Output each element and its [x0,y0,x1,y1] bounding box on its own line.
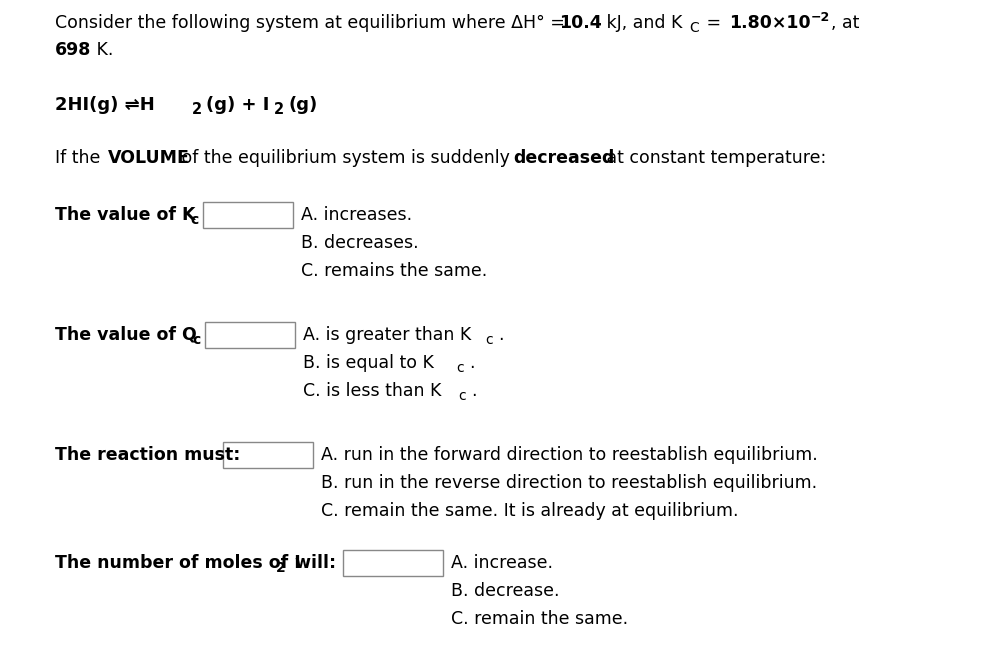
Bar [343,550,443,576]
Text: The value of K: The value of K [55,206,195,224]
Text: c: c [456,361,463,375]
Bar [203,202,293,228]
Text: at constant temperature:: at constant temperature: [601,149,827,167]
Text: B. decrease.: B. decrease. [451,582,560,600]
Text: 2HI(g) ⇌H: 2HI(g) ⇌H [55,96,154,114]
Text: A. increase.: A. increase. [451,554,553,572]
Text: .: . [471,382,476,400]
Text: decreased: decreased [513,149,615,167]
Text: 2: 2 [274,102,284,117]
Text: Consider the following system at equilibrium where ΔH° =: Consider the following system at equilib… [55,14,571,32]
Text: C. remain the same. It is already at equilibrium.: C. remain the same. It is already at equ… [321,502,738,520]
Text: C: C [689,21,699,35]
Text: −2: −2 [811,11,831,24]
Text: 10.4: 10.4 [559,14,602,32]
Text: 2: 2 [276,561,286,575]
Text: 1.80×10: 1.80×10 [729,14,811,32]
Text: c: c [190,213,198,227]
Text: C. is less than K: C. is less than K [303,382,441,400]
Text: kJ, and K: kJ, and K [601,14,682,32]
Text: c: c [192,333,200,347]
Text: of the equilibrium system is suddenly: of the equilibrium system is suddenly [176,149,515,167]
Text: B. run in the reverse direction to reestablish equilibrium.: B. run in the reverse direction to reest… [321,474,817,492]
Bar [205,322,295,348]
Bar [223,442,313,468]
Text: .: . [498,326,504,344]
Text: (g) + I: (g) + I [206,96,269,114]
Text: A. is greater than K: A. is greater than K [303,326,471,344]
Text: .: . [469,354,474,372]
Text: 698: 698 [55,41,92,59]
Text: 2: 2 [192,102,202,117]
Text: K.: K. [91,41,114,59]
Text: A. run in the forward direction to reestablish equilibrium.: A. run in the forward direction to reest… [321,446,818,464]
Text: C. remains the same.: C. remains the same. [301,262,487,280]
Text: If the: If the [55,149,106,167]
Text: VOLUME: VOLUME [108,149,190,167]
Text: The number of moles of I: The number of moles of I [55,554,301,572]
Text: C. remain the same.: C. remain the same. [451,610,628,628]
Text: =: = [701,14,727,32]
Text: c: c [485,333,493,347]
Text: (g): (g) [288,96,318,114]
Text: The reaction must:: The reaction must: [55,446,240,464]
Text: B. is equal to K: B. is equal to K [303,354,434,372]
Text: The value of Q: The value of Q [55,326,197,344]
Text: c: c [458,389,465,403]
Text: B. decreases.: B. decreases. [301,234,418,252]
Text: will:: will: [289,554,336,572]
Text: A. increases.: A. increases. [301,206,412,224]
Text: , at: , at [831,14,860,32]
